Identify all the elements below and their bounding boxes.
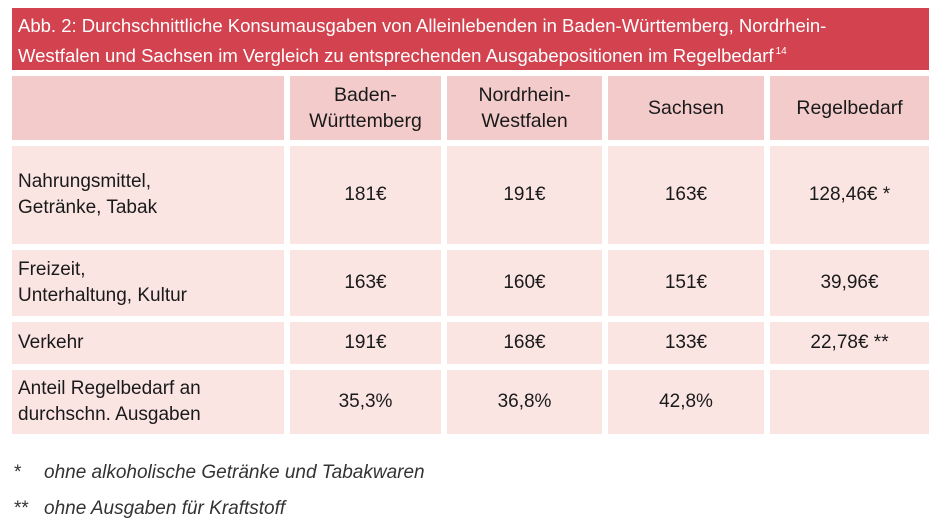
table-cell: 42,8% (608, 370, 764, 434)
table-cell: 160€ (447, 250, 602, 316)
title-line-1: Abb. 2: Durchschnittliche Konsumausgaben… (18, 15, 827, 36)
header-baden-wuerttemberg: Baden- Württemberg (290, 76, 441, 140)
table-cell: 191€ (447, 146, 602, 244)
table-cell: 39,96€ (770, 250, 929, 316)
table-row-label: Verkehr (12, 322, 284, 364)
table-cell: 35,3% (290, 370, 441, 434)
table-cell: 36,8% (447, 370, 602, 434)
table-cell: 133€ (608, 322, 764, 364)
footnote-mark: * (14, 462, 22, 483)
header-cell-empty (12, 76, 284, 140)
table-row-label: Nahrungsmittel, Getränke, Tabak (12, 146, 284, 244)
table-cell (770, 370, 929, 434)
footnote-reference: 14 (775, 46, 787, 57)
header-regelbedarf: Regelbedarf (770, 76, 929, 140)
table-row-label: Freizeit, Unterhaltung, Kultur (12, 250, 284, 316)
table-cell: 168€ (447, 322, 602, 364)
footnote-2: ** ohne Ausgaben für Kraftstoff (14, 498, 285, 520)
footnote-text: ohne alkoholische Getränke und Tabakware… (44, 462, 425, 483)
table-cell: 22,78€ ** (770, 322, 929, 364)
header-sachsen: Sachsen (608, 76, 764, 140)
footnote-1: * ohne alkoholische Getränke und Tabakwar… (14, 462, 425, 484)
table-cell: 191€ (290, 322, 441, 364)
footnote-mark: ** (14, 498, 29, 519)
table-row-label: Anteil Regelbedarf an durchschn. Ausgabe… (12, 370, 284, 434)
table-cell: 181€ (290, 146, 441, 244)
table-cell: 163€ (290, 250, 441, 316)
title-line-2: Westfalen und Sachsen im Vergleich zu en… (18, 45, 774, 66)
footnote-text: ohne Ausgaben für Kraftstoff (44, 498, 286, 519)
table-cell: 151€ (608, 250, 764, 316)
figure-title: Abb. 2: Durchschnittliche Konsumausgaben… (12, 8, 929, 70)
table-cell: 128,46€ * (770, 146, 929, 244)
table-cell: 163€ (608, 146, 764, 244)
header-nordrhein-westfalen: Nordrhein- Westfalen (447, 76, 602, 140)
